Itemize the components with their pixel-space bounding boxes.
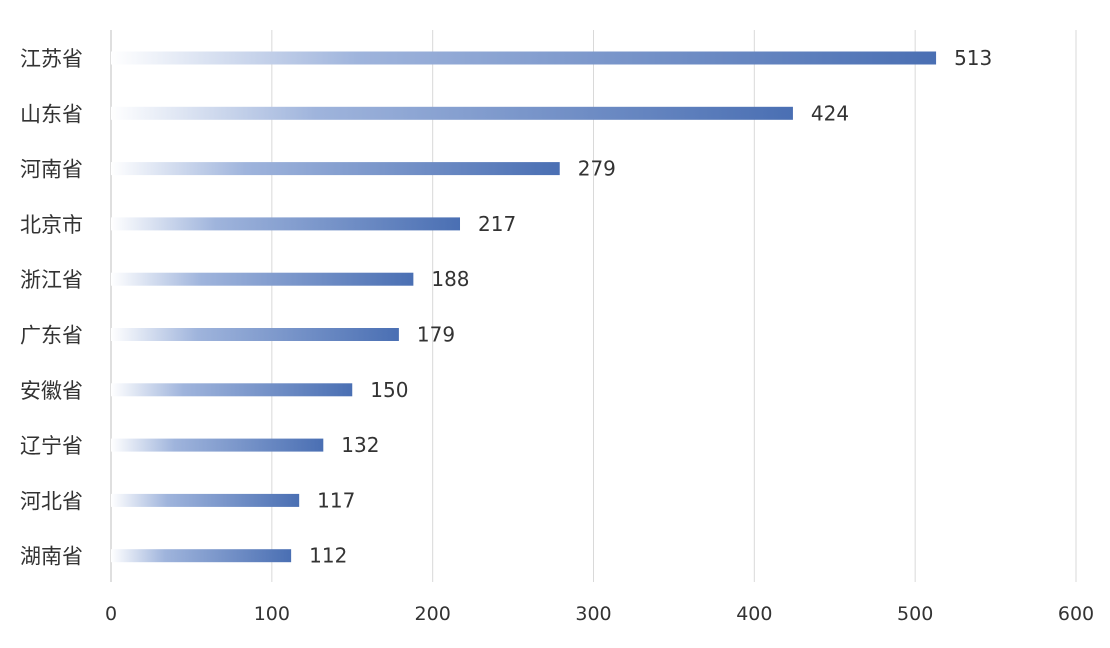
bar (111, 549, 292, 563)
category-label: 北京市 (20, 213, 83, 237)
data-label: 217 (478, 212, 516, 236)
category-label: 安徽省 (20, 379, 83, 403)
category-label: 河北省 (20, 489, 83, 513)
data-label: 424 (811, 101, 849, 125)
data-label: 179 (417, 323, 455, 347)
bar (111, 272, 414, 286)
data-label: 279 (578, 157, 616, 181)
category-label: 浙江省 (20, 268, 83, 292)
x-axis-ticks: 0 100 200 300 400 500 600 (105, 603, 1094, 625)
x-tick-label: 600 (1058, 603, 1094, 625)
data-label: 513 (954, 46, 992, 70)
x-tick-label: 0 (105, 603, 117, 625)
x-tick-label: 500 (897, 603, 933, 625)
data-labels: 513 424 279 217 188 179 150 132 117 112 (309, 46, 992, 568)
category-label: 广东省 (20, 324, 83, 348)
bar (111, 51, 937, 65)
gridlines (110, 30, 1077, 582)
bar (111, 438, 324, 452)
category-label: 湖南省 (20, 545, 83, 569)
category-label: 江苏省 (20, 47, 83, 71)
data-label: 132 (341, 433, 379, 457)
data-label: 117 (317, 488, 355, 512)
bar (111, 162, 560, 176)
x-tick-label: 200 (415, 603, 451, 625)
category-label: 河南省 (20, 158, 83, 182)
x-tick-label: 300 (575, 603, 611, 625)
data-label: 150 (370, 378, 408, 402)
x-tick-label: 100 (254, 603, 290, 625)
data-label: 112 (309, 544, 347, 568)
bar (111, 328, 399, 341)
category-label: 辽宁省 (20, 434, 83, 458)
bar (111, 383, 353, 397)
data-label: 188 (431, 267, 469, 291)
bars (111, 51, 937, 563)
bar (111, 493, 300, 507)
x-tick-label: 400 (736, 603, 772, 625)
bar (111, 106, 793, 120)
bar (111, 217, 461, 231)
category-label: 山东省 (20, 102, 83, 126)
